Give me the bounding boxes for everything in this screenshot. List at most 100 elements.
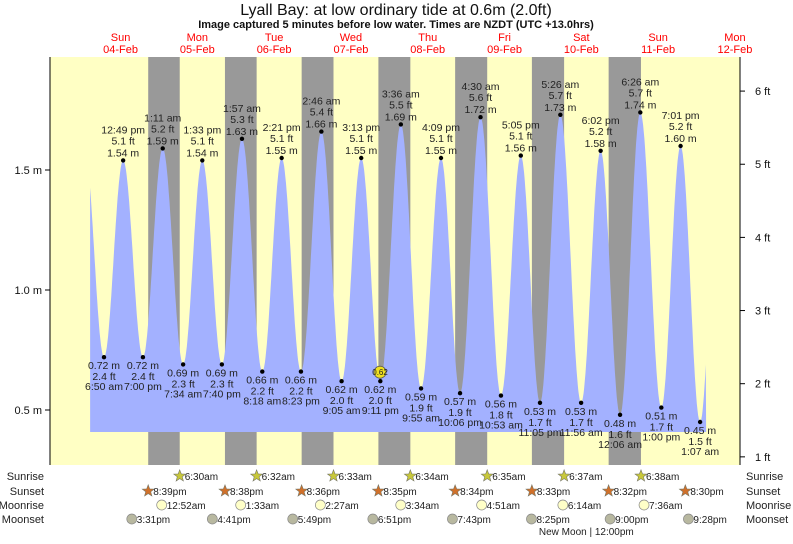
high-tide-ft: 5.4 ft	[310, 107, 333, 119]
moonset-icon	[287, 513, 299, 525]
sunset-row-label-left: Sunset	[10, 486, 44, 498]
high-tide-label: 5:05 pm5.1 ft1.56 m	[502, 120, 540, 155]
sunset-time: 8:35pm	[383, 487, 416, 498]
high-tide-ft: 5.1 ft	[429, 133, 452, 145]
high-tide-point	[120, 158, 126, 163]
moonrise-icon	[395, 499, 407, 511]
high-tide-time: 6:02 pm	[582, 115, 620, 127]
high-tide-point	[239, 136, 245, 141]
high-tide-time: 12:49 pm	[101, 124, 145, 136]
high-tide-ft: 5.2 ft	[669, 121, 692, 133]
moonrise-time: 12:52am	[167, 501, 206, 512]
moonrise-time: 3:34am	[406, 501, 439, 512]
low-tide-ft: 1.7 ft	[650, 422, 673, 434]
date-label: 04-Feb	[103, 44, 138, 56]
low-tide-label: 0.69 m2.3 ft7:40 pm	[203, 367, 241, 400]
moonrise-time: 7:36am	[649, 501, 682, 512]
moonrise-time: 4:51am	[487, 501, 520, 512]
high-tide-ft: 5.7 ft	[629, 87, 652, 99]
current-level-marker	[373, 365, 387, 379]
date-label: 06-Feb	[257, 44, 292, 56]
high-tide-label: 6:26 am5.7 ft1.74 m	[621, 76, 659, 111]
sunrise-icon	[557, 468, 571, 482]
high-tide-ft: 5.1 ft	[270, 133, 293, 145]
low-tide-point	[101, 355, 107, 360]
high-tide-point	[598, 148, 603, 153]
sunset-time: 8:33pm	[537, 487, 570, 498]
high-tide-time: 3:13 pm	[342, 122, 380, 134]
low-tide-time: 7:34 am	[164, 388, 202, 400]
sunrise-icon	[172, 468, 187, 482]
low-tide-point	[339, 379, 344, 384]
high-tide-m: 1.56 m	[505, 143, 537, 155]
sunset-time: 8:30pm	[690, 487, 723, 498]
low-tide-time: 7:00 pm	[124, 381, 162, 393]
sunrise-time: 6:34am	[415, 472, 448, 483]
high-tide-time: 4:30 am	[462, 81, 500, 93]
low-tide-time: 1:00 pm	[642, 432, 680, 444]
moonrise-icon	[557, 499, 569, 511]
sunrise-icon	[249, 468, 264, 482]
low-tide-point	[457, 391, 463, 396]
low-tide-point	[219, 362, 225, 367]
right-axis-label: 6 ft	[755, 86, 770, 98]
sunset-icon	[525, 483, 539, 497]
high-tide-m: 1.63 m	[226, 126, 258, 138]
low-tide-label: 0.72 m2.4 ft7:00 pm	[124, 360, 162, 393]
high-tide-label: 6:02 pm5.2 ft1.58 m	[582, 115, 620, 150]
sunrise-time: 6:33am	[338, 472, 371, 483]
low-tide-time: 9:11 pm	[362, 405, 399, 417]
high-tide-label: 7:01 pm5.2 ft1.60 m	[662, 110, 700, 145]
astro-rows: Sunrise Sunrise 6:30am 6:32am 6:33am 6:34am 6:…	[0, 468, 791, 538]
high-tide-label: 1:57 am5.3 ft1.63 m	[223, 103, 261, 138]
high-tide-label: 12:49 pm5.1 ft1.54 m	[101, 124, 145, 159]
high-tide-point	[319, 129, 324, 134]
sunrise-time: 6:35am	[492, 472, 525, 483]
date-label: 09-Feb	[487, 44, 522, 56]
high-tide-ft: 5.1 ft	[509, 131, 532, 143]
high-tide-ft: 5.3 ft	[230, 114, 253, 126]
low-tide-ft: 2.2 ft	[289, 386, 312, 398]
high-tide-m: 1.60 m	[665, 133, 697, 145]
high-tide-label: 2:21 pm5.1 ft1.55 m	[263, 122, 301, 157]
sunrise-row-label-left: Sunrise	[7, 471, 44, 483]
sunset-icon	[218, 483, 232, 497]
low-tide-m: 0.51 m	[645, 411, 677, 423]
chart-title: Lyall Bay: at low ordinary tide at 0.6m …	[240, 2, 552, 19]
date-label: 12-Feb	[718, 44, 753, 56]
low-tide-ft: 2.3 ft	[171, 378, 194, 390]
left-axis-label: 1.5 m	[14, 165, 42, 177]
high-tide-label: 1:11 am5.2 ft1.59 m	[144, 112, 181, 147]
high-tide-label: 2:46 am5.4 ft1.66 m	[302, 96, 340, 131]
day-name-label: Thu	[418, 32, 437, 44]
low-tide-point	[578, 400, 584, 405]
date-label: 08-Feb	[410, 44, 445, 56]
high-tide-m: 1.55 m	[425, 145, 457, 157]
low-tide-m: 0.66 m	[285, 375, 317, 387]
right-axis-label: 3 ft	[755, 306, 770, 318]
right-axis-label: 5 ft	[755, 159, 770, 171]
low-tide-ft: 2.2 ft	[251, 386, 274, 398]
low-tide-m: 0.72 m	[88, 360, 120, 372]
sunset-icon	[678, 483, 693, 497]
moonrise-icon	[638, 499, 650, 511]
low-tide-ft: 2.4 ft	[131, 371, 154, 383]
moonset-icon	[367, 513, 379, 525]
moonrise-icon	[235, 499, 247, 511]
high-tide-ft: 5.1 ft	[111, 135, 134, 147]
moonset-icon	[447, 513, 458, 525]
high-tide-time: 6:26 am	[621, 76, 659, 88]
high-tide-point	[398, 122, 404, 127]
moonrise-icon	[315, 499, 326, 511]
high-tide-m: 1.58 m	[585, 138, 617, 150]
low-tide-ft: 2.0 ft	[369, 395, 392, 407]
low-tide-m: 0.66 m	[246, 375, 278, 387]
low-tide-m: 0.45 m	[684, 425, 716, 437]
low-tide-label: 0.66 m2.2 ft8:18 am	[243, 375, 281, 408]
low-tide-ft: 1.6 ft	[608, 429, 631, 441]
high-tide-label: 4:09 pm5.1 ft1.55 m	[422, 122, 460, 157]
low-tide-time: 6:50 am	[85, 381, 123, 393]
